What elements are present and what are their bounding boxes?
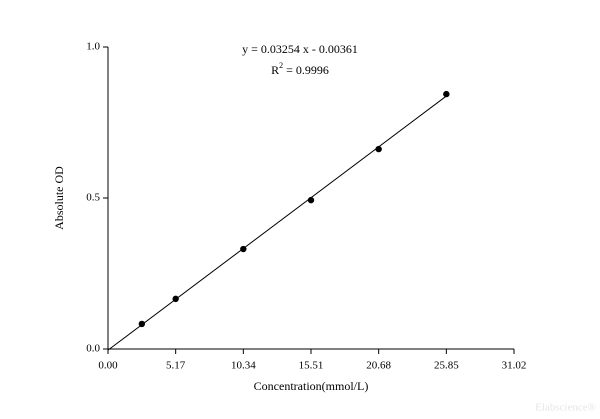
x-tick-label: 20.68 — [366, 360, 391, 372]
r-sup: 2 — [279, 61, 283, 70]
y-tick-label: 0.0 — [86, 343, 100, 355]
r-prefix: R — [271, 63, 279, 77]
fit-line — [107, 95, 447, 351]
x-tick-label: 10.34 — [231, 360, 256, 372]
y-axis-label: Absolute OD — [52, 166, 66, 230]
x-tick-label: 25.85 — [434, 360, 459, 372]
data-point — [240, 245, 247, 253]
x-tick-label: 15.51 — [299, 360, 324, 372]
data-point — [443, 90, 450, 98]
r-rest: = 0.9996 — [283, 63, 329, 77]
watermark: Elabscience® — [535, 402, 596, 414]
x-tick-label: 0.00 — [98, 360, 118, 372]
x-tick-label: 5.17 — [166, 360, 186, 372]
y-tick-label: 1.0 — [86, 41, 100, 53]
data-point — [307, 196, 315, 204]
r-squared: R2 = 0.9996 — [271, 61, 329, 77]
data-point — [138, 320, 146, 328]
y-tick-label: 0.5 — [86, 192, 100, 204]
data-point — [375, 145, 382, 153]
data-point — [172, 295, 179, 303]
x-tick-label: 31.02 — [502, 360, 527, 372]
equation: y = 0.03254 x - 0.00361 — [242, 42, 358, 56]
x-axis-label: Concentration(mmol/L) — [254, 379, 369, 393]
